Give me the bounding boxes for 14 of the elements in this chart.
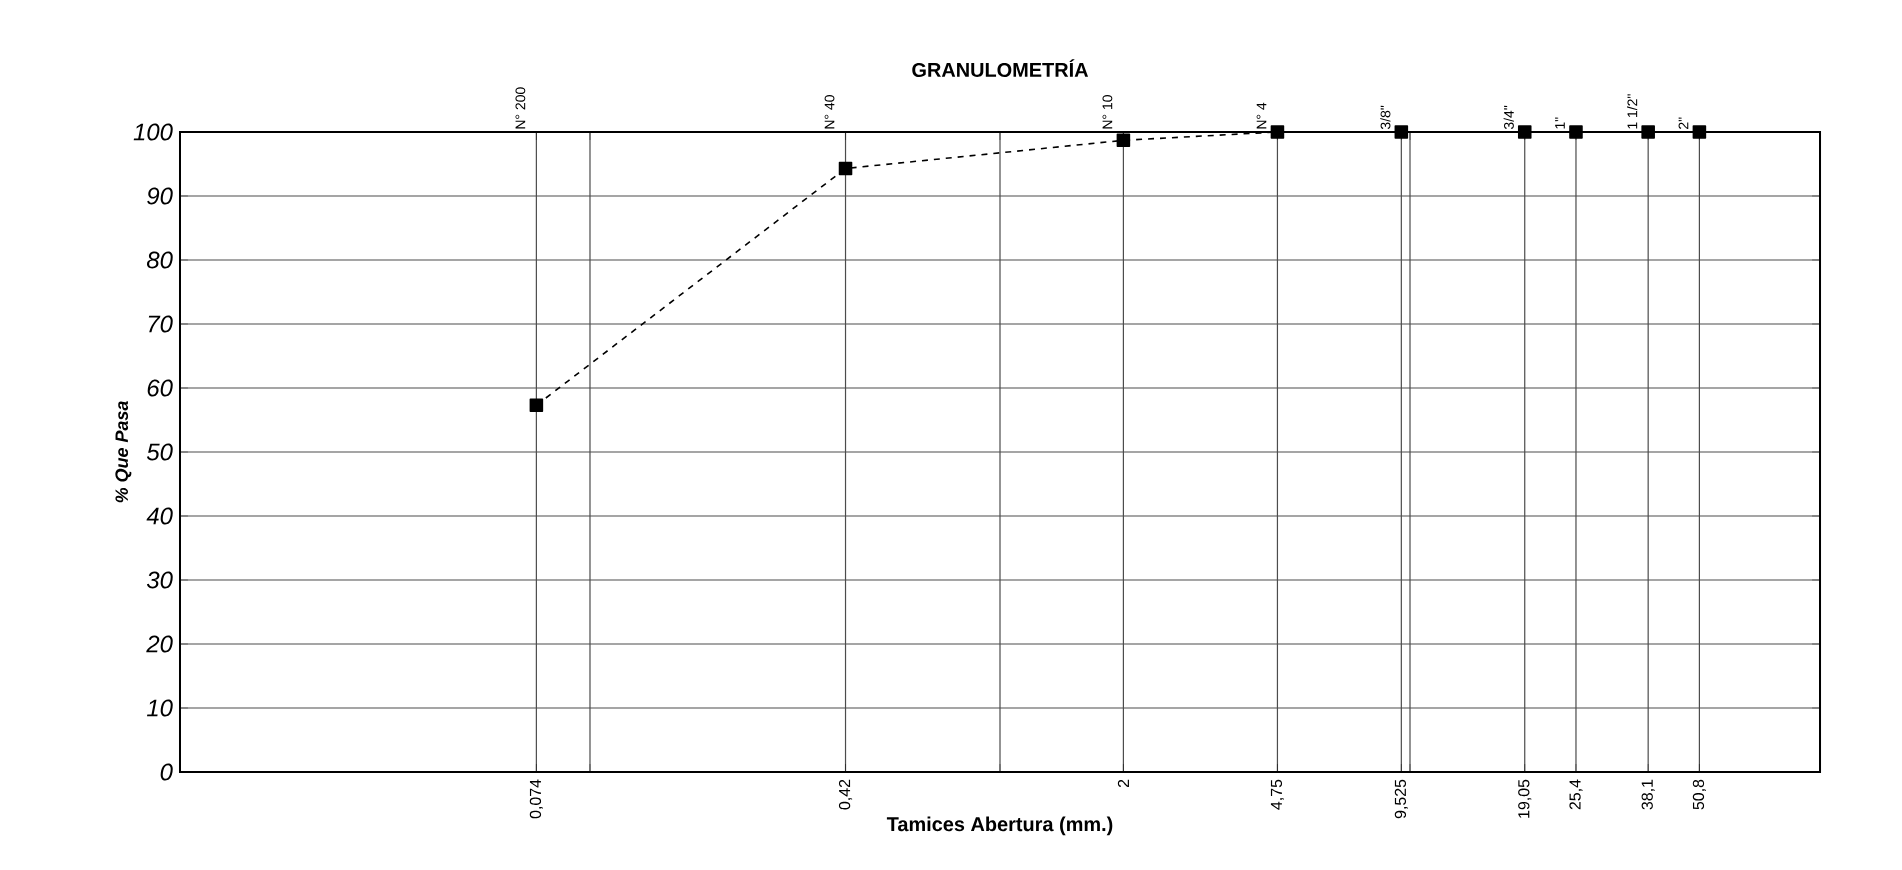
y-tick-label: 40: [146, 507, 173, 525]
y-tick-label: 90: [147, 187, 173, 205]
y-axis-title: % Que Pasa: [115, 401, 132, 503]
y-tick-label: 10: [146, 699, 173, 717]
chart-title: GRANULOMETRÍA: [912, 59, 1089, 77]
y-tick-label: 60: [147, 379, 173, 397]
y-tick-label: 30: [146, 571, 173, 589]
y-tick-label: 0: [160, 763, 173, 781]
y-tick-label: 70: [148, 315, 173, 333]
y-tick-label: 80: [146, 251, 173, 269]
y-tick-label: 20: [146, 635, 173, 653]
x-axis-title: Tamices Abertura (mm.): [886, 816, 1113, 836]
y-tick-label: 100: [133, 123, 173, 141]
y-tick-label: 50: [146, 443, 173, 461]
